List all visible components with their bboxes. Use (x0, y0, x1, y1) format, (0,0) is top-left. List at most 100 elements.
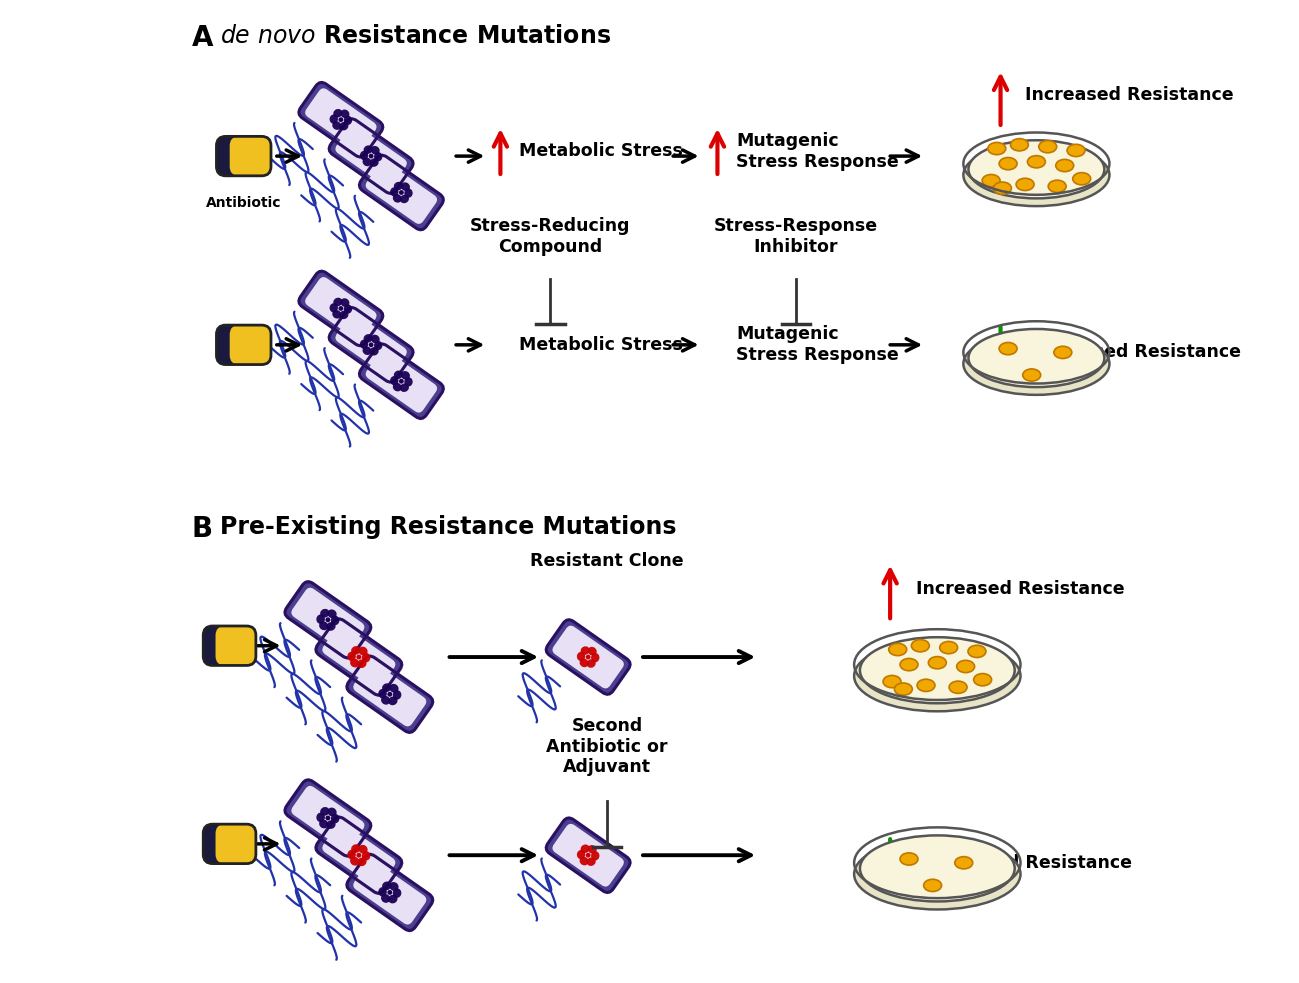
Ellipse shape (579, 857, 588, 865)
Ellipse shape (364, 145, 373, 154)
FancyBboxPatch shape (284, 780, 370, 856)
Ellipse shape (334, 109, 343, 118)
Text: $\it{de\ novo}$ Resistance Mutations: $\it{de\ novo}$ Resistance Mutations (220, 24, 611, 48)
Ellipse shape (360, 339, 368, 349)
Ellipse shape (917, 679, 935, 691)
FancyBboxPatch shape (552, 625, 624, 688)
Ellipse shape (340, 298, 349, 307)
Text: Mutagenic
Stress Response: Mutagenic Stress Response (737, 132, 899, 171)
Ellipse shape (392, 382, 401, 391)
Ellipse shape (330, 114, 338, 124)
Ellipse shape (326, 820, 335, 829)
Ellipse shape (394, 182, 403, 191)
Ellipse shape (390, 376, 399, 385)
Text: Increased Resistance: Increased Resistance (916, 580, 1124, 598)
Ellipse shape (956, 661, 974, 672)
Text: Pre-Existing Resistance Mutations: Pre-Existing Resistance Mutations (220, 515, 677, 540)
Text: Metabolic Stress: Metabolic Stress (520, 336, 683, 354)
Ellipse shape (587, 857, 596, 866)
Ellipse shape (900, 659, 918, 670)
Ellipse shape (955, 856, 973, 869)
Ellipse shape (381, 894, 390, 902)
Ellipse shape (964, 332, 1109, 395)
FancyBboxPatch shape (216, 824, 256, 864)
FancyBboxPatch shape (230, 325, 271, 365)
FancyBboxPatch shape (322, 823, 395, 888)
Ellipse shape (370, 347, 379, 356)
Text: Decreased Resistance: Decreased Resistance (1025, 343, 1241, 362)
Ellipse shape (347, 850, 356, 859)
FancyBboxPatch shape (316, 619, 401, 695)
Ellipse shape (339, 311, 348, 319)
FancyBboxPatch shape (291, 588, 365, 652)
Ellipse shape (591, 653, 599, 663)
Ellipse shape (390, 187, 399, 197)
Ellipse shape (974, 673, 991, 686)
FancyBboxPatch shape (291, 785, 365, 850)
Ellipse shape (362, 653, 370, 663)
Ellipse shape (339, 117, 343, 122)
Ellipse shape (392, 690, 401, 700)
Ellipse shape (586, 853, 591, 857)
Ellipse shape (387, 692, 392, 697)
Ellipse shape (359, 647, 368, 656)
Ellipse shape (317, 813, 325, 822)
FancyBboxPatch shape (203, 626, 244, 665)
Ellipse shape (404, 189, 413, 198)
Ellipse shape (964, 144, 1109, 206)
Ellipse shape (351, 646, 360, 655)
Text: Second
Antibiotic or
Adjuvant: Second Antibiotic or Adjuvant (547, 717, 668, 777)
FancyBboxPatch shape (353, 663, 426, 726)
Ellipse shape (1056, 159, 1074, 172)
FancyBboxPatch shape (203, 824, 244, 864)
Text: Antibiotic: Antibiotic (207, 196, 282, 209)
Ellipse shape (357, 857, 366, 866)
Ellipse shape (860, 637, 1015, 703)
FancyBboxPatch shape (546, 619, 630, 694)
Ellipse shape (987, 143, 1005, 154)
Ellipse shape (969, 141, 1104, 199)
Ellipse shape (370, 145, 379, 154)
Ellipse shape (388, 895, 397, 903)
Ellipse shape (968, 645, 986, 658)
Text: A: A (192, 24, 213, 52)
Ellipse shape (362, 157, 372, 166)
FancyBboxPatch shape (230, 137, 271, 176)
Text: B: B (192, 515, 213, 544)
Ellipse shape (378, 887, 387, 896)
FancyBboxPatch shape (347, 854, 433, 931)
FancyBboxPatch shape (552, 824, 624, 887)
Ellipse shape (394, 371, 403, 379)
Ellipse shape (577, 652, 586, 661)
Ellipse shape (362, 851, 370, 860)
Text: Stress-Reducing
Compound: Stress-Reducing Compound (470, 217, 630, 256)
Ellipse shape (400, 383, 409, 392)
Ellipse shape (999, 157, 1017, 170)
FancyBboxPatch shape (299, 83, 383, 157)
Ellipse shape (351, 844, 360, 853)
Ellipse shape (333, 310, 342, 318)
Ellipse shape (392, 889, 401, 897)
FancyBboxPatch shape (322, 625, 395, 689)
FancyBboxPatch shape (305, 277, 377, 340)
Ellipse shape (374, 152, 382, 161)
Ellipse shape (400, 195, 409, 203)
Ellipse shape (369, 342, 374, 347)
Ellipse shape (1073, 173, 1091, 185)
Ellipse shape (390, 882, 399, 891)
Ellipse shape (362, 346, 372, 355)
Ellipse shape (333, 121, 342, 130)
Ellipse shape (359, 844, 368, 853)
Ellipse shape (357, 660, 366, 668)
FancyBboxPatch shape (360, 344, 443, 419)
Ellipse shape (356, 655, 361, 660)
Ellipse shape (950, 681, 966, 693)
Ellipse shape (392, 194, 401, 202)
Ellipse shape (1011, 139, 1029, 151)
Ellipse shape (381, 696, 390, 705)
Ellipse shape (331, 615, 339, 625)
FancyBboxPatch shape (335, 314, 407, 376)
Ellipse shape (895, 683, 912, 695)
Ellipse shape (320, 608, 330, 617)
FancyBboxPatch shape (546, 818, 630, 893)
